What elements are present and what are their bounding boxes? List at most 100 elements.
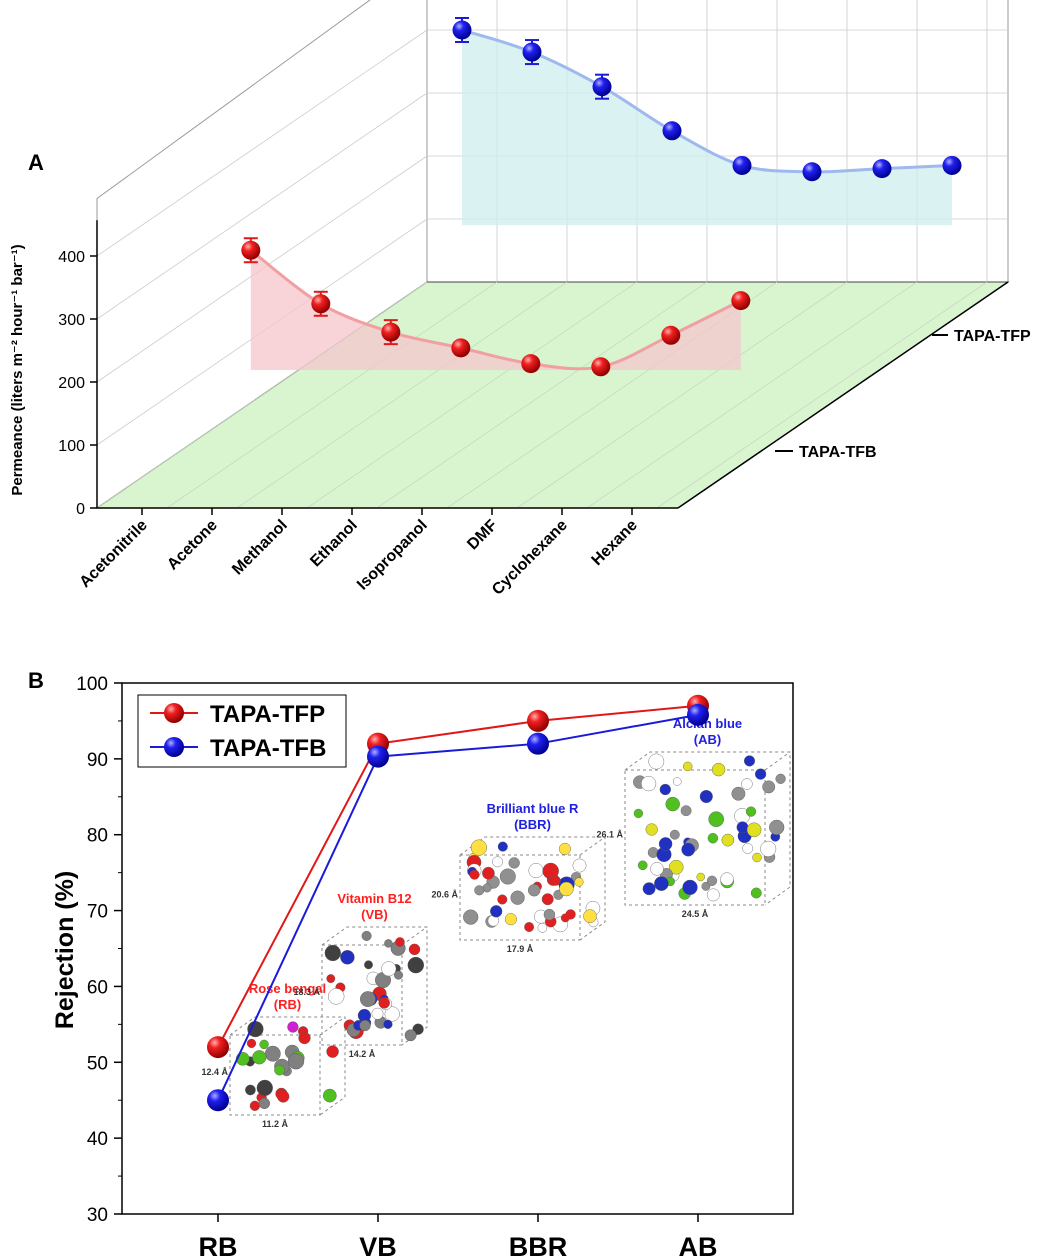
atom (340, 950, 355, 965)
legend-marker-tapa-tfb (164, 737, 184, 757)
b-x-tick-label-vb: VB (359, 1232, 397, 1259)
b-line-tapa-tfb (217, 713, 699, 1101)
x-tick-label-acetonitrile: Acetonitrile (77, 517, 151, 591)
molecule-dim-height-rb: 12.4 Å (201, 1067, 228, 1077)
x-tick-label-ethanol: Ethanol (307, 517, 361, 571)
inset-box-back (229, 1016, 346, 1116)
b-x-tick-label-rb: RB (199, 1232, 238, 1259)
molecule-abbr-rb: (RB) (274, 997, 301, 1012)
area-tapa-tfp (462, 30, 952, 226)
atom (682, 879, 698, 896)
atom (650, 862, 664, 876)
panel-a-y-axis-label: Permeance (liters m⁻² hour⁻¹ bar⁻¹) (9, 244, 26, 495)
b-y-tick-label-100: 100 (76, 674, 108, 695)
atom (721, 833, 735, 847)
atom (760, 840, 777, 857)
molecule-inset-rb: Rose bengal(RB)12.4 Å11.2 Å (201, 981, 346, 1129)
b-point-tapa-tfb-vb (367, 745, 389, 768)
atom (583, 909, 597, 924)
x-tick-label-dmf: DMF (464, 517, 501, 554)
b-point-tapa-tfp-rb (207, 1036, 229, 1059)
molecule-dim-width-bbr: 17.9 Å (507, 944, 534, 954)
atom (745, 806, 757, 817)
atom (633, 808, 644, 819)
b-x-tick-label-ab: AB (679, 1232, 718, 1259)
point-tapa-tfb-acetone (311, 294, 331, 314)
atom (264, 1045, 281, 1062)
b-y-tick-label-90: 90 (87, 750, 108, 771)
atom (364, 960, 373, 970)
atom (720, 872, 734, 886)
molecule-abbr-ab: (AB) (694, 732, 721, 747)
atom (277, 1090, 290, 1103)
atom (541, 893, 554, 906)
b-y-tick-label-80: 80 (87, 826, 108, 847)
x-tick-label-hexane: Hexane (589, 517, 641, 569)
inset-box-back (321, 926, 428, 1046)
atom (731, 786, 746, 801)
point-tapa-tfp-acetonitrile (452, 20, 472, 40)
atom (371, 1007, 384, 1020)
molecule-name-bbr: Brilliant blue R (487, 801, 579, 816)
atom (287, 1052, 305, 1070)
molecule-abbr-vb: (VB) (361, 907, 388, 922)
atom (482, 866, 495, 880)
panel-b-series (207, 694, 709, 1112)
floor-gridline (586, 281, 918, 509)
point-tapa-tfp-dmf (802, 162, 822, 182)
side-wall-gridline (96, 92, 428, 320)
y-tick-label-100: 100 (58, 438, 85, 455)
point-tapa-tfb-isopropanol (521, 354, 541, 374)
panel-a-series (241, 17, 962, 377)
b-line-tapa-tfp (217, 704, 699, 1048)
atom (324, 944, 341, 962)
atom (384, 939, 393, 948)
atom (708, 811, 725, 828)
inset-box-back (624, 751, 791, 906)
b-point-tapa-tfb-rb (207, 1089, 229, 1112)
atom (492, 856, 503, 868)
atom (328, 988, 345, 1005)
atom (359, 991, 376, 1007)
atom (559, 881, 574, 897)
b-y-tick-label-50: 50 (87, 1053, 108, 1074)
atom (762, 780, 776, 794)
atom (247, 1020, 264, 1038)
molecule-inset-ab: Alcian blue(AB)26.1 Å24.5 Å (596, 716, 791, 919)
atom (711, 762, 726, 777)
atom (701, 881, 711, 891)
point-tapa-tfp-ethanol (662, 121, 682, 141)
atom (384, 1006, 400, 1022)
atom (680, 805, 692, 817)
atom (645, 823, 658, 836)
atom (769, 819, 785, 836)
panel-b-legend: TAPA-TFP TAPA-TFB (137, 694, 347, 768)
b-y-tick-label-60: 60 (87, 977, 108, 998)
atom (357, 1008, 372, 1023)
atom (696, 872, 705, 882)
atom (706, 875, 718, 886)
atom (508, 857, 520, 869)
panel-a: A 0 100 200 300 400 Acetonitrile Acetone Methan… (9, 0, 1031, 599)
atom (537, 923, 548, 933)
atom (750, 887, 762, 899)
x-tick-label-cyclohexane: Cyclohexane (489, 517, 571, 599)
atom (543, 908, 556, 921)
y-tick-label-200: 200 (58, 375, 85, 392)
atom (572, 858, 587, 873)
atom (665, 796, 680, 812)
inset-box-front (459, 854, 581, 941)
atom (469, 869, 480, 880)
x-tick-label-methanol: Methanol (229, 517, 291, 579)
atom (381, 961, 397, 977)
floor-gridline (166, 281, 498, 509)
atom (252, 1050, 267, 1065)
atom (524, 922, 534, 932)
point-tapa-tfb-acetonitrile (241, 240, 261, 260)
atom (378, 997, 390, 1009)
b-point-tapa-tfb-bbr (527, 732, 549, 755)
atom (497, 841, 508, 852)
